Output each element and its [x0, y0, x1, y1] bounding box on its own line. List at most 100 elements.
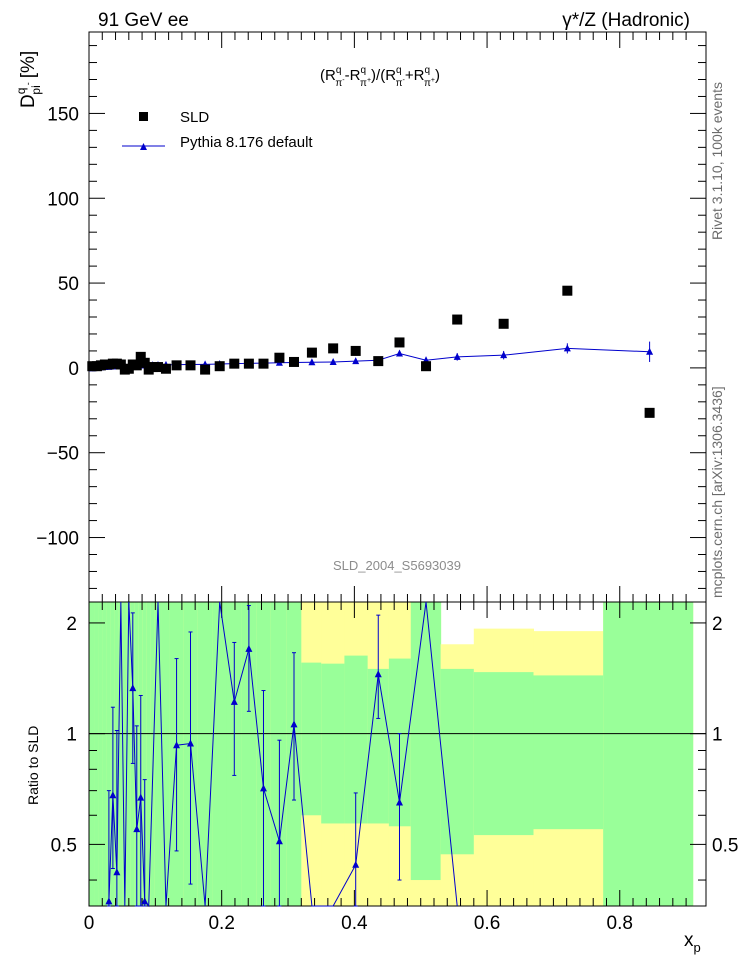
- sld-point: [350, 345, 361, 356]
- ratio-point: [113, 868, 121, 876]
- ratio-point: [173, 741, 181, 749]
- ratio-inner-band: [344, 655, 369, 824]
- pythia-point: [352, 357, 360, 365]
- legend-marker-sld: [139, 112, 148, 121]
- sld-point: [394, 337, 405, 348]
- ratio-x-tick-label: 0.4: [341, 913, 368, 934]
- ratio-frame: [88, 601, 707, 907]
- ratio-y-tick-label-right: 1: [712, 725, 723, 746]
- sld-point: [289, 356, 300, 367]
- ratio-inner-band: [301, 662, 322, 816]
- ratio-y-tick-label: 0.5: [51, 835, 77, 856]
- pythia-point: [395, 349, 403, 357]
- ratio-point: [352, 860, 360, 868]
- ratio-inner-band: [98, 602, 104, 906]
- main-y-tick-label: 100: [47, 189, 79, 210]
- sld-point: [131, 360, 142, 371]
- sld-point: [214, 361, 225, 372]
- right-title: γ*/Z (Hadronic): [562, 10, 690, 31]
- ratio-y-tick-label: 2: [66, 614, 77, 635]
- ratio-point: [259, 784, 267, 792]
- ratio-inner-band: [161, 602, 171, 906]
- ratio-x-tick-label: 0.8: [607, 913, 633, 934]
- sld-point: [135, 351, 146, 362]
- legend-marker-pythia: [140, 143, 147, 150]
- ratio-inner-band: [122, 602, 128, 906]
- ratio-x-tick-label: 0: [84, 913, 95, 934]
- formula-label: (Rq π--Rq π+)/(Rq π-+Rq π+): [320, 65, 440, 89]
- ratio-inner-band: [440, 668, 475, 855]
- ratio-point: [105, 897, 113, 905]
- ratio-inner-band: [146, 602, 152, 906]
- sld-point: [274, 352, 285, 363]
- ratio-ticks: 0.5 0.5 1 1 2 2 0 0.2 0.4 0.6 0.8: [51, 602, 738, 934]
- ratio-point: [374, 670, 382, 678]
- legend-label-sld: SLD: [180, 109, 209, 126]
- ratio-inner-band: [603, 602, 694, 906]
- ratio-inner-band: [241, 602, 257, 906]
- sld-point: [115, 359, 126, 370]
- sld-point: [243, 358, 254, 369]
- main-y-tick-label: −50: [47, 444, 79, 465]
- sld-point: [160, 363, 171, 374]
- ratio-x-tick-label: 0.2: [208, 913, 234, 934]
- analysis-watermark: SLD_2004_S5693039: [333, 558, 461, 573]
- pythia-point: [500, 351, 508, 359]
- ratio-bands: [89, 602, 706, 906]
- ratio-inner-band: [126, 602, 132, 906]
- ratio-inner-band: [321, 663, 345, 824]
- sld-point: [373, 356, 384, 367]
- sld-point: [644, 407, 655, 418]
- ratio-inner-band: [388, 658, 412, 827]
- pythia-point: [453, 352, 461, 360]
- left-title: 91 GeV ee: [98, 10, 189, 31]
- ratio-point: [133, 825, 141, 833]
- ratio-inner-band: [473, 672, 535, 836]
- ratio-point: [137, 793, 145, 801]
- ratio-y-axis-label: Ratio to SLD: [25, 726, 41, 805]
- ratio-x-tick-label: 0.6: [474, 913, 500, 934]
- sld-point: [171, 360, 182, 371]
- legend-label-pythia: Pythia 8.176 default: [180, 134, 313, 151]
- ratio-y-tick-label-right: 2: [712, 614, 723, 635]
- sld-point: [152, 362, 163, 373]
- sld-point: [229, 358, 240, 369]
- ratio-inner-band: [89, 602, 96, 906]
- svg-text:Dqpi-[%]: Dqpi-[%]: [14, 51, 43, 108]
- mcplots-label: mcplots.cern.ch [arXiv:1306.3436]: [709, 386, 725, 598]
- ratio-inner-band: [197, 602, 213, 906]
- ratio-data-marks: [105, 601, 458, 908]
- pythia-point: [646, 347, 654, 355]
- ratio-point: [129, 684, 137, 692]
- ratio-y-tick-label: 1: [66, 725, 77, 746]
- ratio-y-tick-label-right: 0.5: [712, 835, 738, 856]
- sld-point: [421, 361, 432, 372]
- ratio-panel: Ratio to SLD 0.5 0.5 1 1 2 2 0 0.2 0.4 0.6 0.8 xp: [25, 601, 738, 955]
- ratio-point: [141, 897, 149, 905]
- main-y-tick-label: −100: [36, 529, 79, 550]
- ratio-inner-band: [118, 602, 124, 906]
- main-panel: (Rq π--Rq π+)/(Rq π-+Rq π+) SLD_2004_S569303…: [14, 31, 707, 603]
- pythia-point: [329, 357, 337, 365]
- ratio-inner-band: [410, 602, 442, 881]
- ratio-point: [395, 798, 403, 806]
- ratio-inner-band: [94, 602, 100, 906]
- main-y-ticks: −100 −50 0 50 100 150: [36, 32, 706, 602]
- rivet-label: Rivet 3.1.10, 100k events: [709, 82, 725, 240]
- ratio-point: [275, 837, 283, 845]
- main-data-marks: [87, 285, 655, 418]
- ratio-inner-band: [102, 602, 108, 906]
- ratio-point: [230, 697, 238, 705]
- sld-point: [328, 343, 339, 354]
- sld-point: [258, 358, 269, 369]
- ratio-point: [290, 720, 298, 728]
- ratio-inner-band: [533, 675, 604, 830]
- pythia-point: [308, 358, 316, 366]
- ratio-point: [187, 739, 195, 747]
- sld-point: [147, 362, 158, 373]
- sld-point: [185, 360, 196, 371]
- ratio-point: [109, 791, 117, 799]
- main-y-tick-label: 0: [68, 359, 79, 380]
- ratio-inner-band: [154, 602, 163, 906]
